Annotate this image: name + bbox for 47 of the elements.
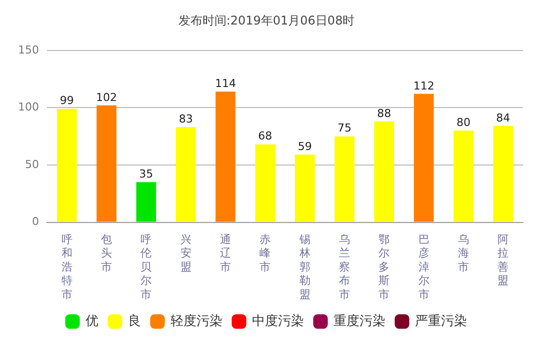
data-label: 83 <box>178 112 193 126</box>
legend-label: 良 <box>128 314 141 329</box>
data-label: 88 <box>377 106 392 120</box>
bar <box>374 121 394 222</box>
data-label: 59 <box>298 140 312 154</box>
x-tick-label: 兴安盟 <box>180 232 192 274</box>
legend-label: 优 <box>86 314 98 329</box>
data-label: 112 <box>413 79 434 92</box>
chart-title: 发布时间:2019年01月06日08时 <box>178 13 355 28</box>
data-label: 114 <box>214 77 236 90</box>
bar <box>414 94 434 222</box>
data-label: 84 <box>496 111 510 124</box>
x-tick-label: 巴彦淖尔市 <box>418 232 430 301</box>
data-label: 68 <box>258 130 272 143</box>
data-label: 75 <box>338 122 352 135</box>
bar <box>454 130 474 222</box>
x-tick-label: 锡林郭勒盟 <box>298 232 310 301</box>
x-tick-label: 阿拉善盟 <box>498 232 509 288</box>
bar <box>493 126 514 222</box>
legend-label: 中度污染 <box>252 312 304 329</box>
y-tick-label: 50 <box>24 158 39 171</box>
x-tick-label: 包头市 <box>100 232 112 274</box>
x-tick-label: 乌兰察布市 <box>339 232 350 301</box>
x-tick-label: 鄂尔多斯市 <box>378 232 390 301</box>
bar <box>334 136 354 222</box>
x-tick-label: 通辽市 <box>220 232 231 274</box>
bar <box>136 182 156 222</box>
bar <box>255 144 276 222</box>
bar <box>176 127 196 222</box>
y-tick-label: 150 <box>18 43 39 56</box>
legend-label: 轻度污染 <box>170 312 222 329</box>
legend-label: 严重污染 <box>415 314 467 329</box>
legend-label: 重度污染 <box>334 312 386 329</box>
data-label: 35 <box>139 168 154 181</box>
x-tick-label: 呼伦贝尔市 <box>140 232 152 301</box>
data-label: 80 <box>456 116 470 129</box>
bar <box>56 108 77 222</box>
y-tick-label: 0 <box>32 215 39 228</box>
x-tick-label: 呼和浩特市 <box>61 232 72 301</box>
bar <box>216 92 236 222</box>
data-label: 102 <box>96 90 117 104</box>
y-tick-label: 100 <box>18 100 39 114</box>
bar <box>294 154 315 222</box>
x-tick-label: 赤峰市 <box>260 232 271 274</box>
x-tick-label: 乌海市 <box>458 232 469 274</box>
bar <box>96 105 116 222</box>
data-label: 99 <box>60 94 74 108</box>
